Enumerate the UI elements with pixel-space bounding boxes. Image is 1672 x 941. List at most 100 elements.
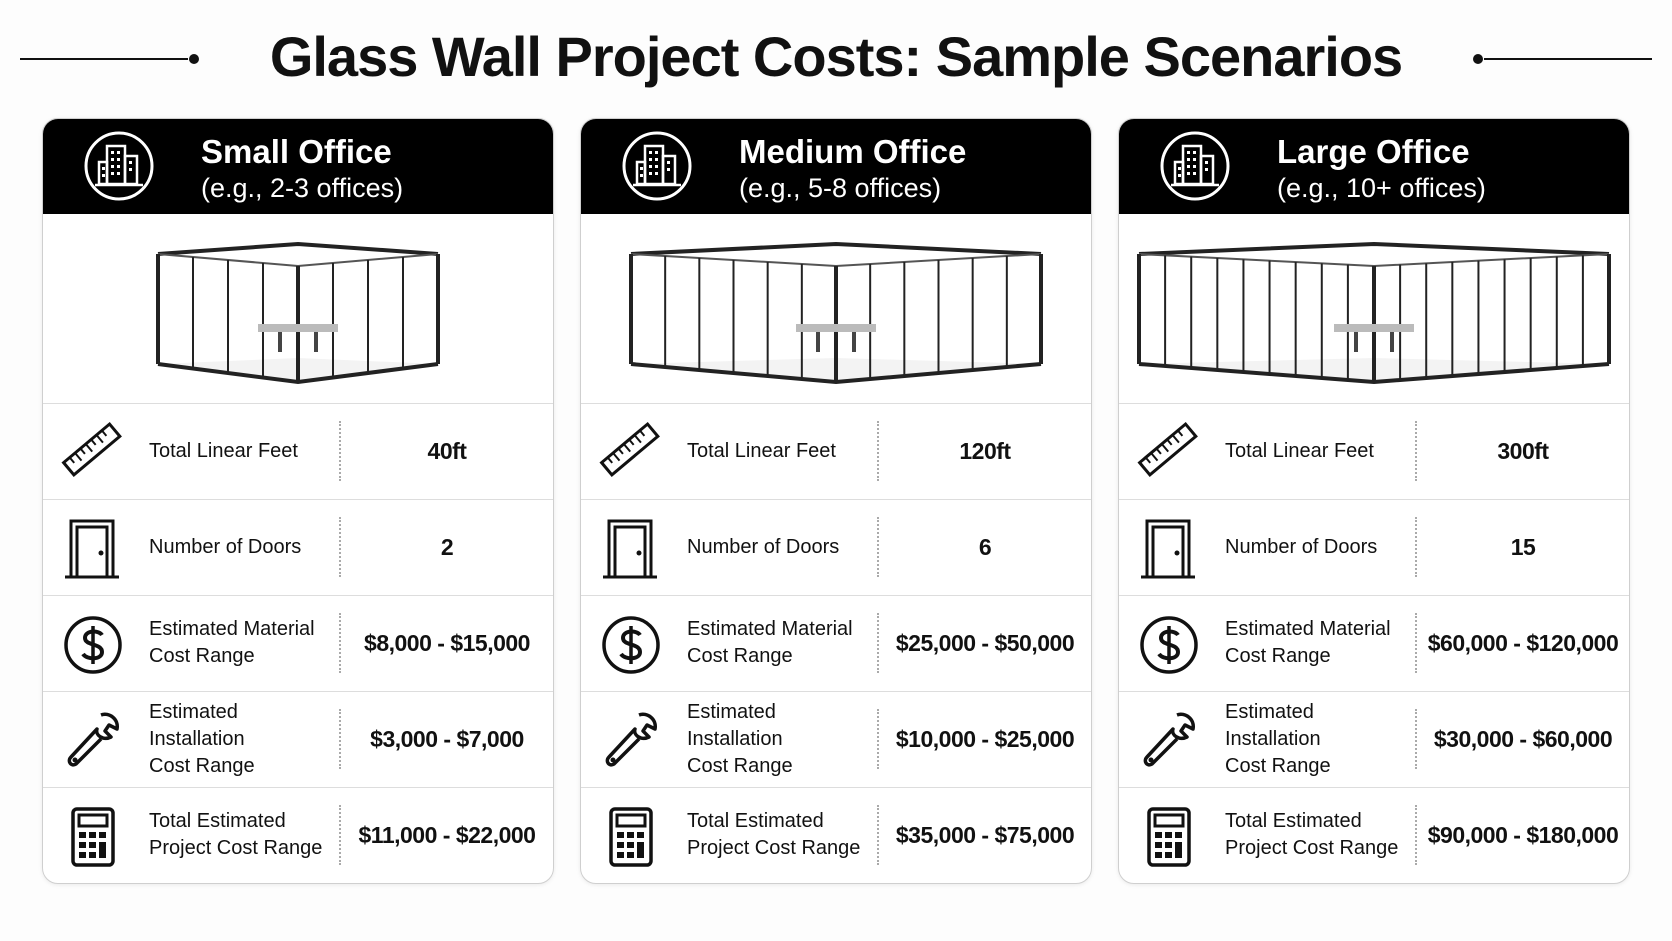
cost-row: Number of Doors 2 xyxy=(43,499,553,596)
row-icon xyxy=(605,712,657,767)
card-title: Small Office xyxy=(201,133,392,170)
row-value: 300ft xyxy=(1497,437,1549,464)
title-bar: Glass Wall Project Costs: Sample Scenari… xyxy=(0,14,1672,104)
row-label: Total Estimated Project Cost Range xyxy=(1225,810,1399,859)
cost-row: Estimated Material Cost Range $8,000 - $1… xyxy=(43,595,553,692)
row-label: Total Estimated Project Cost Range xyxy=(149,810,323,859)
cost-row: Total Linear Feet 120ft xyxy=(581,403,1091,500)
cost-row: Estimated Installation Cost Range $30,000… xyxy=(1119,691,1629,788)
building-icon xyxy=(84,131,154,201)
row-icon xyxy=(1143,712,1195,767)
card-title: Medium Office xyxy=(739,133,967,170)
office-illustration xyxy=(43,214,553,404)
row-label: Number of Doors xyxy=(687,535,840,558)
row-label: Estimated Installation Cost Range xyxy=(149,700,255,777)
cost-row: Estimated Installation Cost Range $10,000… xyxy=(581,691,1091,788)
row-value: 120ft xyxy=(959,437,1011,464)
building-icon xyxy=(1160,131,1230,201)
row-icon xyxy=(1137,421,1198,477)
row-separator xyxy=(877,421,879,481)
building-icon xyxy=(622,131,692,201)
glass-wall-drawing xyxy=(156,241,440,385)
row-icon xyxy=(1147,807,1191,867)
row-separator xyxy=(339,613,341,673)
row-value: $8,000 - $15,000 xyxy=(364,629,530,656)
row-value: $30,000 - $60,000 xyxy=(1433,725,1613,752)
row-separator xyxy=(1415,517,1417,577)
row-icon xyxy=(65,519,119,579)
scenario-card: Small Office (e.g., 2-3 offices) Total Lin… xyxy=(42,118,554,884)
row-separator xyxy=(1415,421,1417,481)
row-icon xyxy=(603,519,657,579)
row-separator xyxy=(339,421,341,481)
row-label: Number of Doors xyxy=(1225,535,1378,558)
cost-row: Number of Doors 15 xyxy=(1119,499,1629,596)
row-value: $10,000 - $25,000 xyxy=(895,725,1075,752)
row-label: Total Linear Feet xyxy=(149,439,298,462)
cost-row: Total Estimated Project Cost Range $11,00… xyxy=(43,787,553,883)
glass-wall-drawing xyxy=(629,241,1043,385)
card-header: Small Office (e.g., 2-3 offices) xyxy=(43,119,553,214)
cost-row: Estimated Installation Cost Range $3,000 … xyxy=(43,691,553,788)
cost-row: Total Estimated Project Cost Range $90,00… xyxy=(1119,787,1629,883)
cost-row: Estimated Material Cost Range $60,000 - $… xyxy=(1119,595,1629,692)
card-title: Large Office xyxy=(1277,133,1470,170)
page-title: Glass Wall Project Costs: Sample Scenari… xyxy=(269,25,1403,88)
cost-row: Number of Doors 6 xyxy=(581,499,1091,596)
row-value: 6 xyxy=(978,533,992,560)
title-rules xyxy=(20,54,1652,64)
row-label: Estimated Installation Cost Range xyxy=(1225,700,1331,777)
card-header: Large Office (e.g., 10+ offices) xyxy=(1119,119,1629,214)
row-value: $90,000 - $180,000 xyxy=(1427,821,1619,848)
row-separator xyxy=(877,613,879,673)
row-label: Estimated Installation Cost Range xyxy=(687,700,793,777)
row-label: Estimated Material Cost Range xyxy=(1225,618,1391,667)
row-label: Number of Doors xyxy=(149,535,302,558)
card-subtitle: (e.g., 5-8 offices) xyxy=(739,173,942,203)
row-separator xyxy=(1415,613,1417,673)
row-separator xyxy=(877,517,879,577)
office-illustration xyxy=(581,214,1091,404)
row-label: Estimated Material Cost Range xyxy=(687,618,853,667)
cost-row: Total Linear Feet 40ft xyxy=(43,403,553,500)
row-icon xyxy=(64,616,122,674)
scenario-card: Large Office (e.g., 10+ offices) Total Lin… xyxy=(1118,118,1630,884)
row-icon xyxy=(609,807,653,867)
row-separator xyxy=(339,805,341,865)
row-value: 2 xyxy=(440,533,454,560)
row-separator xyxy=(1415,805,1417,865)
row-value: $25,000 - $50,000 xyxy=(895,629,1075,656)
row-label: Estimated Material Cost Range xyxy=(149,618,315,667)
row-icon xyxy=(1140,616,1198,674)
row-value: 15 xyxy=(1510,533,1536,560)
row-value: $3,000 - $7,000 xyxy=(370,725,524,752)
cost-row: Total Linear Feet 300ft xyxy=(1119,403,1629,500)
cost-row: Estimated Material Cost Range $25,000 - $… xyxy=(581,595,1091,692)
row-separator xyxy=(339,517,341,577)
row-icon xyxy=(1141,519,1195,579)
row-separator xyxy=(877,805,879,865)
card-header: Medium Office (e.g., 5-8 offices) xyxy=(581,119,1091,214)
row-separator xyxy=(1415,709,1417,769)
glass-wall-drawing xyxy=(1137,241,1611,385)
row-value: $60,000 - $120,000 xyxy=(1427,629,1619,656)
row-value: $35,000 - $75,000 xyxy=(895,821,1075,848)
row-value: 40ft xyxy=(427,437,467,464)
row-value: $11,000 - $22,000 xyxy=(358,821,536,848)
card-subtitle: (e.g., 2-3 offices) xyxy=(201,173,404,203)
office-illustration xyxy=(1119,214,1629,404)
row-label: Total Linear Feet xyxy=(1225,439,1374,462)
card-subtitle: (e.g., 10+ offices) xyxy=(1277,173,1486,203)
row-icon xyxy=(71,807,115,867)
row-icon xyxy=(602,616,660,674)
row-separator xyxy=(877,709,879,769)
row-icon xyxy=(61,421,122,477)
row-label: Total Estimated Project Cost Range xyxy=(687,810,861,859)
row-separator xyxy=(339,709,341,769)
row-icon xyxy=(67,712,119,767)
scenario-card: Medium Office (e.g., 5-8 offices) Total Li… xyxy=(580,118,1092,884)
cost-row: Total Estimated Project Cost Range $35,00… xyxy=(581,787,1091,883)
row-icon xyxy=(599,421,660,477)
row-label: Total Linear Feet xyxy=(687,439,836,462)
